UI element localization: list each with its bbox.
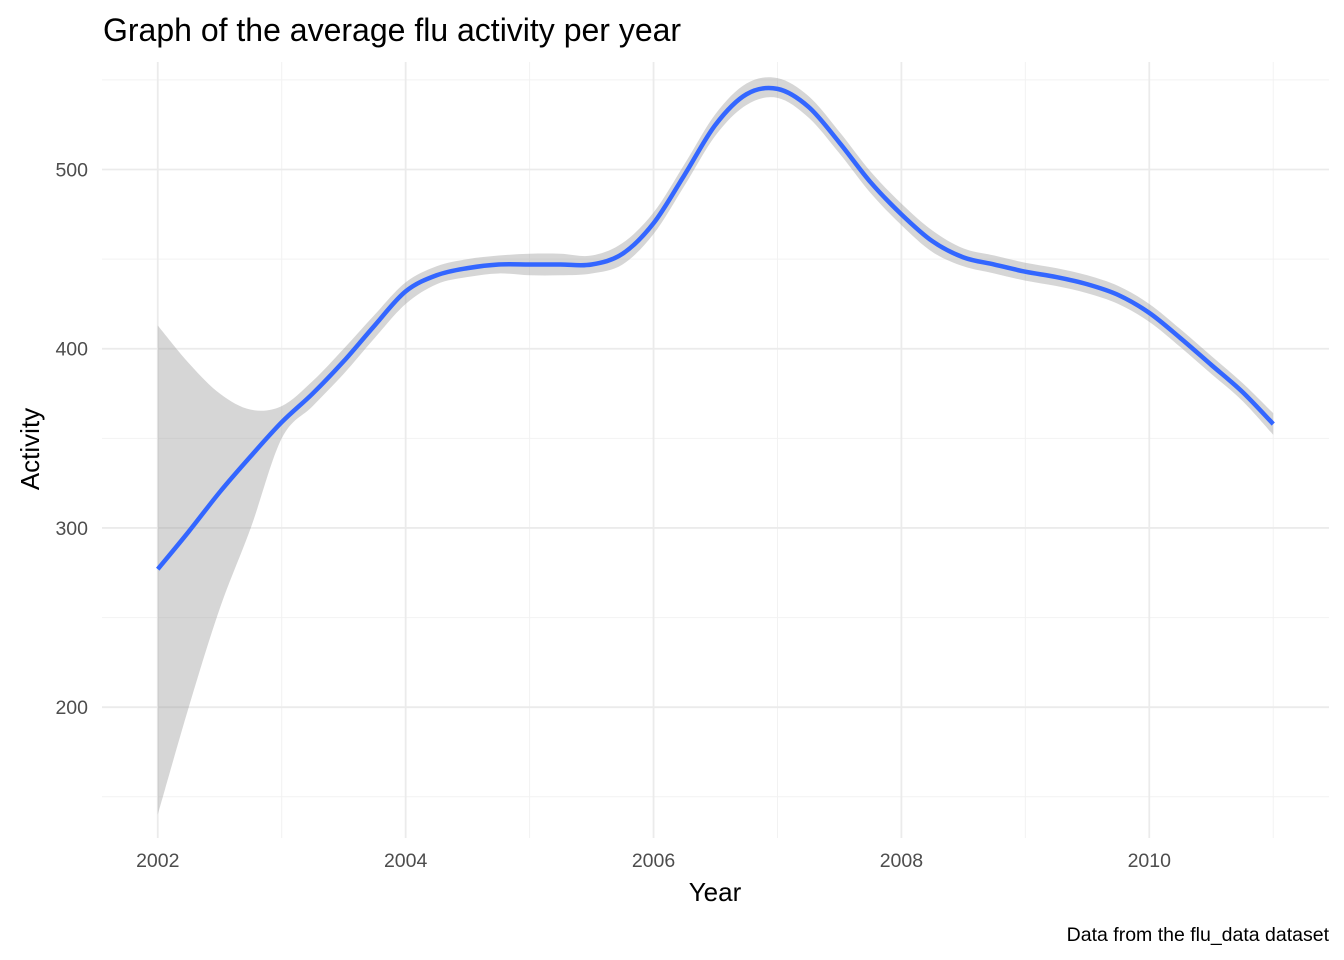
- x-tick-label: 2004: [384, 850, 428, 872]
- x-axis-title: Year: [689, 877, 742, 907]
- x-tick-label: 2002: [136, 850, 179, 872]
- x-tick-label: 2006: [632, 850, 675, 872]
- y-tick-label: 400: [55, 339, 88, 361]
- y-tick-label: 300: [55, 518, 88, 540]
- y-tick-label: 200: [55, 697, 88, 719]
- y-tick-label: 500: [55, 160, 88, 182]
- y-axis-title: Activity: [15, 408, 45, 490]
- smoothed-trend-line: [156, 85, 1275, 571]
- axis-ticks: 2002 2004 2006 2008 2010 200 300 400 500: [55, 160, 1171, 872]
- chart-title: Graph of the average flu activity per ye…: [103, 12, 681, 48]
- x-tick-label: 2010: [1128, 850, 1172, 872]
- plot-area: [156, 77, 1275, 815]
- x-tick-label: 2008: [880, 850, 923, 872]
- confidence-band: [157, 77, 1274, 815]
- grid-lines: [102, 62, 1329, 838]
- chart-caption: Data from the flu_data dataset: [1067, 924, 1330, 946]
